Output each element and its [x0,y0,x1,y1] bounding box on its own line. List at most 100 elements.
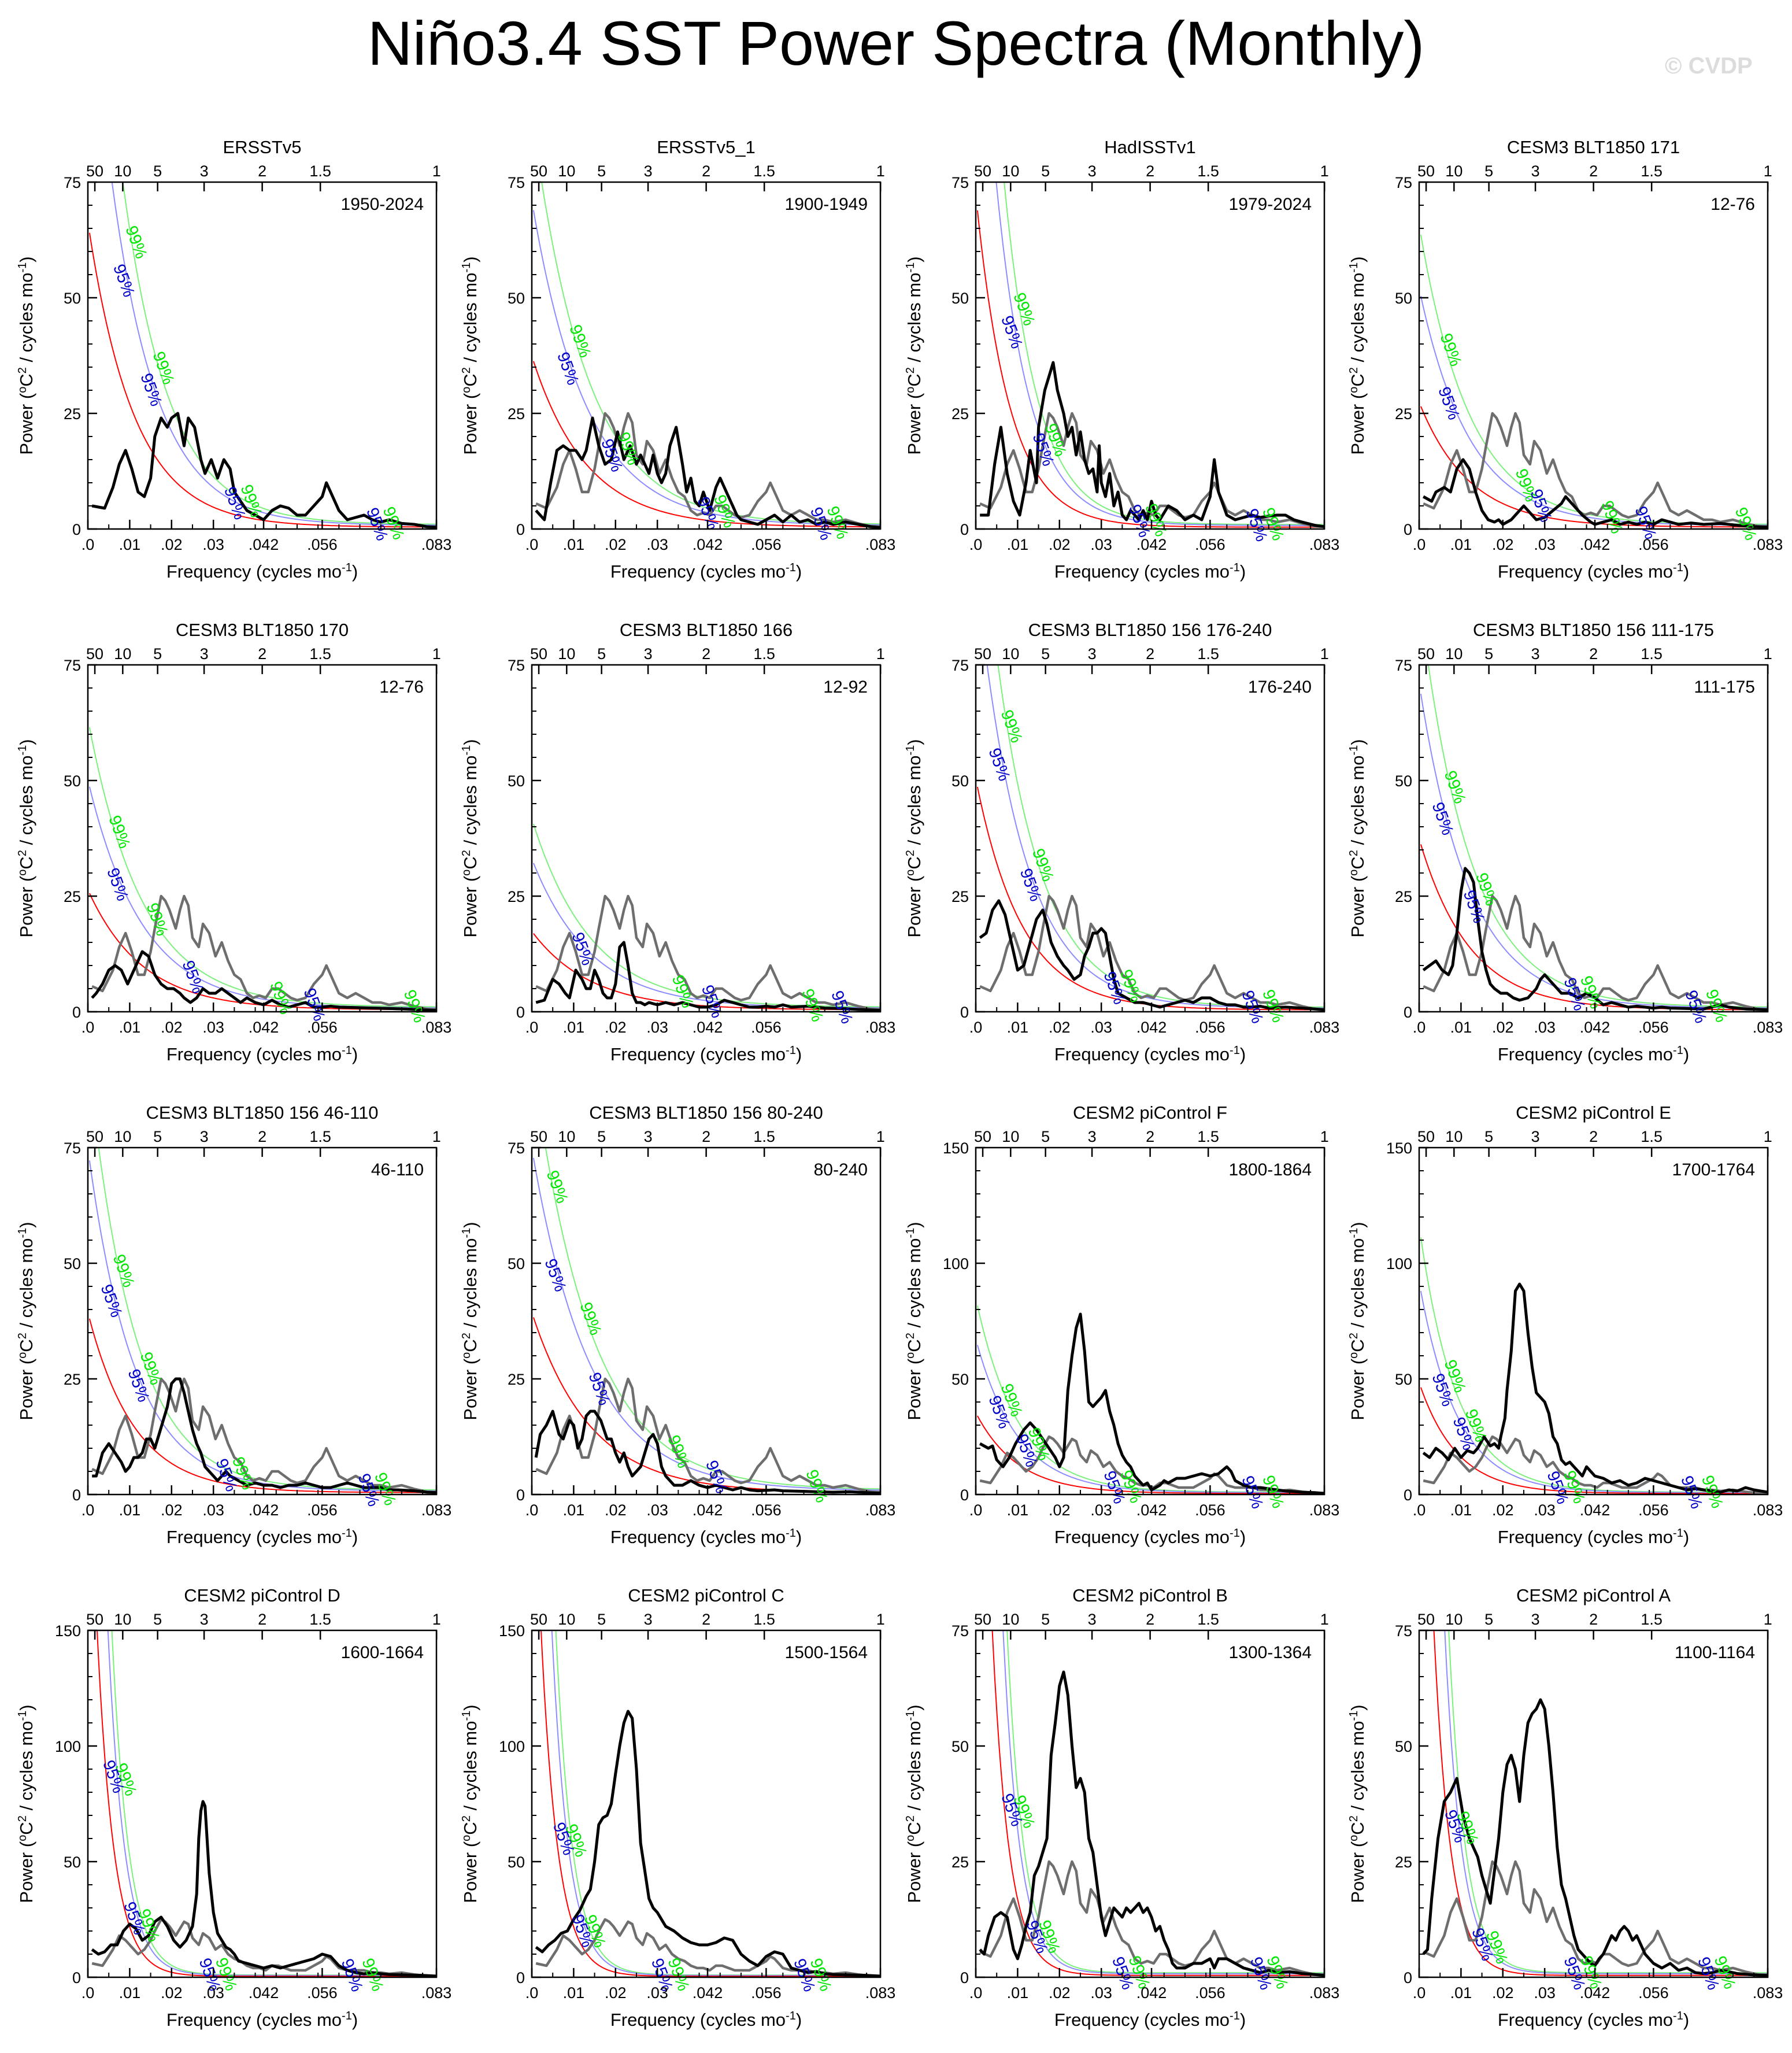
x-axis-label: Frequency (cycles mo-1) [1054,561,1246,582]
y-tick-label: 100 [943,1255,969,1273]
panel-period-label: 1300-1364 [1229,1643,1312,1662]
x-tick-label: .0 [969,1019,983,1036]
x-tick-label: .0 [525,536,539,553]
top-tick-label: 1 [432,645,441,663]
top-tick-label: 3 [1531,162,1540,180]
y-axis-label-part: Power ( [904,393,924,454]
y-axis-label-part: C [460,856,480,869]
y-tick-label: 50 [64,1255,81,1273]
top-tick-label: 1 [876,645,885,663]
spectrum-panel: 99%99%99%99%95%95%95%95%.0.01.02.03.042.… [1347,620,1783,1064]
y-axis-label-part: C [460,373,480,386]
spectrum-line [980,361,1324,528]
panel-period-label: 1979-2024 [1229,195,1312,214]
y-axis-label-part: ) [904,739,924,745]
x-tick-label: .042 [1580,1984,1610,2002]
y-axis-label: Power (oC2 / cycles mo-1) [1347,1704,1368,1903]
x-tick-label: .03 [1090,536,1112,553]
y-axis-label-part: -1 [16,1228,29,1238]
top-tick-label: 10 [1002,645,1019,663]
spectrum-line [92,1377,436,1495]
top-tick-label: 5 [597,162,606,180]
top-tick-label: 3 [1088,645,1097,663]
top-tick-label: 5 [153,645,162,663]
spectrum-line [535,416,880,529]
red-noise-curve [88,1318,436,1493]
top-tick-label: 50 [974,162,991,180]
reference-spectrum-line [535,1377,880,1494]
y-tick-label: 0 [960,1969,969,1987]
y-axis-label-part: ) [460,1222,480,1227]
curve-layer [88,727,436,1012]
x-tick-label: .01 [563,536,585,553]
x-tick-label: .042 [249,1501,279,1519]
spectrum-line [91,412,436,529]
x-axis-label-sup: -1 [1230,1527,1240,1540]
x-tick-label: .01 [1450,536,1472,553]
x-tick-label: .042 [1136,1984,1167,2002]
top-tick-label: 10 [1002,1128,1019,1145]
x-tick-label: .083 [421,1984,452,2002]
panel-title: HadISSTv1 [1104,137,1196,157]
y-axis-label-part: o [1347,1352,1360,1359]
x-tick-label: .083 [421,1019,452,1036]
top-tick-label: 5 [153,1128,162,1145]
y-axis-label-part: / cycles mo [1347,756,1368,850]
y-axis-label-part: ) [904,256,924,262]
x-axis-label-text: Frequency (cycles mo [1054,561,1230,582]
top-tick-label: 1.5 [753,1128,775,1145]
ci99-label: 99% [664,1433,693,1470]
y-axis-label-part: 2 [904,1333,917,1339]
panel-title: CESM3 BLT1850 156 176-240 [1028,620,1272,640]
y-axis-label-part: ) [1347,1222,1368,1227]
red-noise-curve [991,1630,1324,1976]
x-tick-label: .056 [307,1501,338,1519]
y-axis-label-part: C [16,1822,36,1834]
top-tick-label: 1 [876,162,885,180]
x-tick-label: .01 [1450,1501,1472,1519]
x-axis-label-end: ) [796,2010,802,2030]
top-tick-label: 10 [558,1611,575,1628]
x-tick-label: .056 [751,1984,782,2002]
panel-title: CESM2 piControl F [1073,1103,1227,1123]
x-tick-label: .01 [563,1501,585,1519]
y-axis-label-part: / cycles mo [16,1238,36,1333]
top-tick-label: 10 [1445,645,1463,663]
panel-title: CESM2 piControl A [1516,1585,1671,1606]
top-tick-label: 50 [530,1611,547,1628]
x-tick-label: .0 [82,1019,95,1036]
y-tick-label: 50 [64,1854,81,1871]
y-axis-label-part: Power ( [904,1358,924,1420]
y-tick-label: 50 [64,290,81,307]
top-tick-label: 50 [530,162,547,180]
y-axis-label-part: C [1347,1822,1368,1834]
y-axis-label-part: o [1347,387,1360,393]
x-axis-label-text: Frequency (cycles mo [1498,561,1673,582]
reference-spectrum-line [91,894,436,1011]
x-tick-label: .056 [307,1984,338,2002]
x-axis-label-text: Frequency (cycles mo [166,561,342,582]
x-tick-label: .03 [646,536,668,553]
y-axis-label-part: / cycles mo [1347,1721,1368,1816]
top-tick-label: 2 [258,1128,266,1145]
y-axis-label-part: 2 [1347,1333,1360,1339]
panel-period-label: 46-110 [371,1160,424,1179]
x-tick-label: .01 [1450,1019,1472,1036]
panel-title: ERSSTv5_1 [657,137,756,157]
y-tick-label: 50 [1395,1371,1412,1388]
y-tick-label: 0 [960,1486,969,1504]
y-tick-label: 150 [499,1622,525,1640]
top-tick-label: 5 [1484,645,1493,663]
spectrum-panel: 99%99%99%99%95%95%95%.0.01.02.03.042.056… [460,1103,895,1547]
x-axis-label: Frequency (cycles mo-1) [1498,561,1689,582]
y-axis-label-part: / cycles mo [1347,273,1368,368]
y-tick-label: 25 [1395,1854,1412,1871]
top-tick-label: 1 [876,1611,885,1628]
x-tick-label: .03 [1090,1019,1112,1036]
x-tick-label: .0 [969,1501,983,1519]
top-tick-label: 10 [1445,1128,1463,1145]
y-axis-label-part: / cycles mo [460,756,480,850]
top-tick-label: 10 [1002,1611,1019,1628]
page-title: Niño3.4 SST Power Spectra (Monthly) [367,8,1425,78]
y-axis-label-part: Power ( [16,1841,36,1903]
